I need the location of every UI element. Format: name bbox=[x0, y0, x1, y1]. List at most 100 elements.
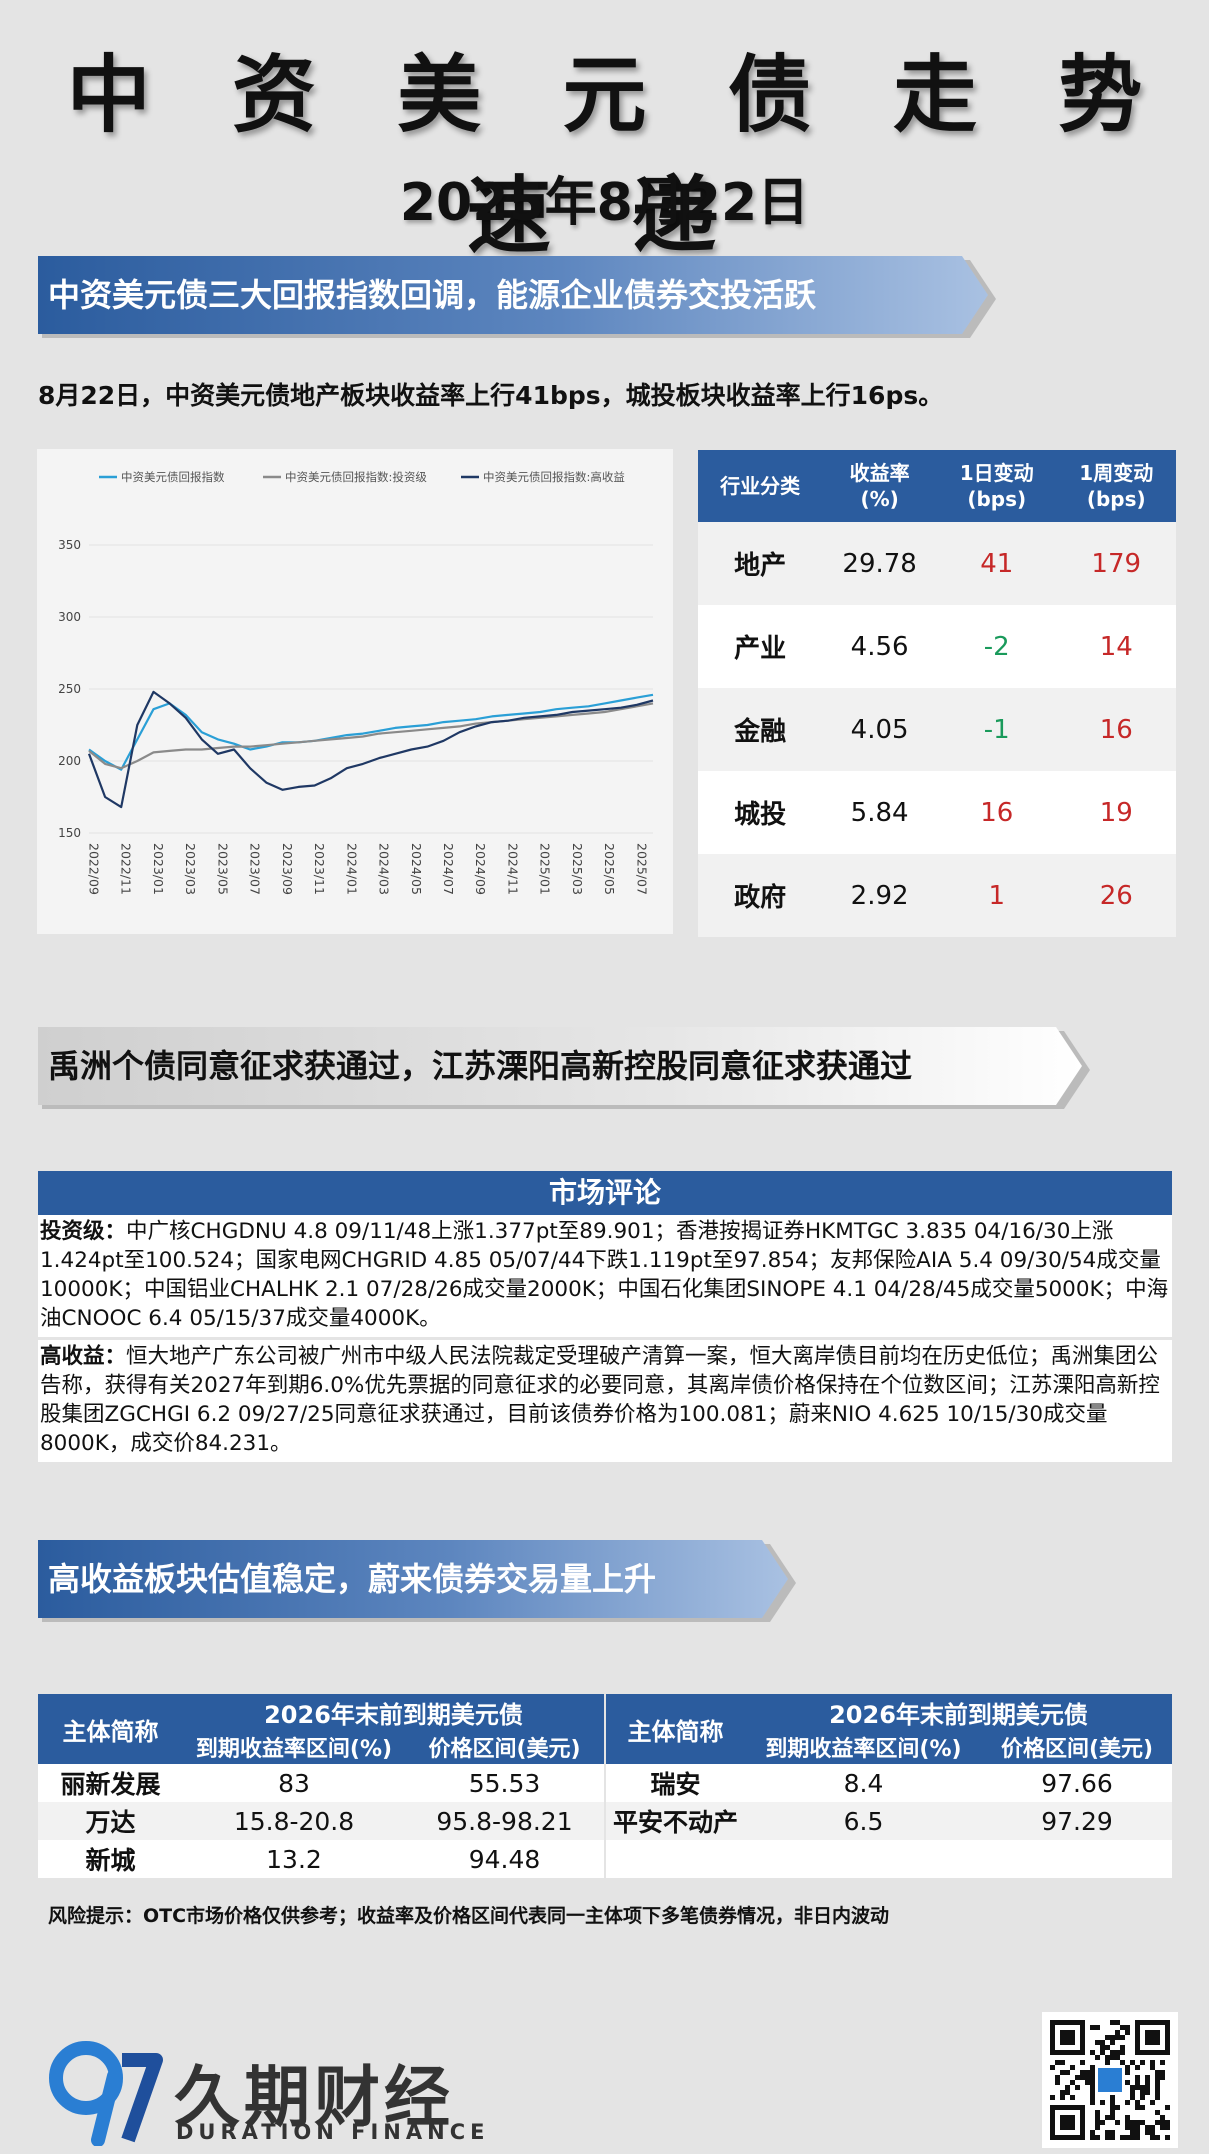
qr-module bbox=[1110, 2020, 1115, 2025]
qr-module bbox=[1135, 2075, 1140, 2080]
qr-module bbox=[1160, 2115, 1165, 2120]
qr-module bbox=[1090, 2095, 1095, 2100]
qr-module bbox=[1090, 2135, 1095, 2140]
qr-module bbox=[1095, 2125, 1100, 2130]
sector-yield: 5.84 bbox=[822, 771, 937, 854]
yield-range: 8.4 bbox=[745, 1764, 982, 1802]
qr-module bbox=[1135, 2085, 1140, 2090]
qr-module bbox=[1110, 2115, 1115, 2120]
y-tick-label: 300 bbox=[58, 610, 81, 624]
sector-1w-change: 26 bbox=[1056, 854, 1176, 937]
header-yield: 收益率 (%) bbox=[822, 450, 937, 522]
sector-name: 城投 bbox=[698, 771, 823, 854]
sector-row: 政府 2.92 1 26 bbox=[698, 854, 1176, 937]
qr-module bbox=[1080, 2070, 1085, 2075]
qr-module bbox=[1095, 2055, 1100, 2060]
qr-module bbox=[1160, 2070, 1165, 2075]
sector-row: 产业 4.56 -2 14 bbox=[698, 605, 1176, 688]
qr-module bbox=[1110, 2050, 1115, 2055]
qr-module bbox=[1150, 2065, 1155, 2070]
qr-module bbox=[1070, 2065, 1075, 2070]
qr-module bbox=[1100, 2120, 1105, 2125]
qr-module bbox=[1110, 2110, 1115, 2115]
bond-row: 丽新发展 83 55.53 瑞安 8.4 97.66 bbox=[38, 1764, 1172, 1802]
qr-module bbox=[1145, 2125, 1150, 2130]
qr-module bbox=[1145, 2030, 1160, 2045]
qr-module bbox=[1125, 2065, 1130, 2070]
y-tick-label: 200 bbox=[58, 754, 81, 768]
qr-module bbox=[1105, 2035, 1110, 2040]
qr-module bbox=[1155, 2135, 1160, 2140]
qr-module bbox=[1060, 2090, 1065, 2095]
qr-module bbox=[1055, 2080, 1060, 2085]
sector-1w-change: 19 bbox=[1056, 771, 1176, 854]
bond-maturity-table: 主体简称 2026年末前到期美元债 主体简称 2026年末前到期美元债 到期收益… bbox=[38, 1694, 1172, 1878]
y-tick-label: 250 bbox=[58, 682, 81, 696]
ig-text: 中广核CHGDNU 4.8 09/11/48上涨1.377pt至89.901；香… bbox=[40, 1219, 1169, 1331]
qr-module bbox=[1115, 2035, 1120, 2040]
qr-module bbox=[1095, 2135, 1100, 2140]
chart-svg: 中资美元债回报指数 中资美元债回报指数:投资级 中资美元债回报指数:高收益 150 20… bbox=[58, 470, 654, 895]
qr-module bbox=[1155, 2090, 1160, 2095]
qr-module bbox=[1140, 2120, 1145, 2125]
legend-label: 中资美元债回报指数 bbox=[121, 470, 225, 484]
entity-header-left: 主体简称 bbox=[38, 1694, 183, 1764]
legend-label: 中资美元债回报指数:投资级 bbox=[285, 470, 427, 484]
sector-yield: 2.92 bbox=[822, 854, 937, 937]
x-tick-label: 2023/07 bbox=[248, 843, 263, 895]
qr-module bbox=[1065, 2070, 1070, 2075]
sector-row: 地产 29.78 41 179 bbox=[698, 522, 1176, 605]
qr-module bbox=[1115, 2055, 1120, 2060]
qr-module bbox=[1110, 2095, 1115, 2100]
sector-1w-change: 16 bbox=[1056, 688, 1176, 771]
qr-module bbox=[1140, 2105, 1145, 2110]
qr-module bbox=[1110, 2135, 1115, 2140]
ig-tag: 投资级： bbox=[40, 1219, 127, 1244]
yield-range: 83 bbox=[183, 1764, 405, 1802]
x-tick-label: 2024/09 bbox=[473, 843, 488, 895]
bond-row: 新城 13.2 94.48 bbox=[38, 1840, 1172, 1878]
qr-module bbox=[1100, 2045, 1105, 2050]
qr-module bbox=[1140, 2085, 1145, 2090]
price-range: 95.8-98.21 bbox=[405, 1802, 605, 1840]
yield-range: 13.2 bbox=[183, 1840, 405, 1878]
qr-module bbox=[1095, 2110, 1100, 2115]
qr-module bbox=[1130, 2130, 1135, 2135]
qr-module bbox=[1100, 2050, 1105, 2055]
header-1w: 1周变动 (bps) bbox=[1056, 450, 1176, 522]
qr-module bbox=[1145, 2085, 1150, 2090]
qr-module bbox=[1085, 2075, 1090, 2080]
hy-text: 恒大地产广东公司被广州市中级人民法院裁定受理破产清算一案，恒大离岸债目前均在历史… bbox=[40, 1344, 1160, 1456]
qr-module bbox=[1150, 2130, 1155, 2135]
sector-table-header: 行业分类 收益率 (%) 1日变动 (bps) 1周变动 (bps) bbox=[698, 450, 1176, 522]
qr-module bbox=[1160, 2060, 1165, 2065]
issuer-name: 瑞安 bbox=[604, 1764, 745, 1802]
price-header-left: 价格区间(美元) bbox=[405, 1730, 605, 1764]
report-date: 2025年8月22日 bbox=[399, 173, 810, 233]
sector-name: 政府 bbox=[698, 854, 823, 937]
qr-module bbox=[1145, 2130, 1150, 2135]
qr-module bbox=[1120, 2135, 1125, 2140]
x-tick-label: 2024/07 bbox=[441, 843, 456, 895]
qr-module bbox=[1125, 2115, 1130, 2120]
qr-module bbox=[1100, 2040, 1105, 2045]
qr-module bbox=[1165, 2135, 1170, 2140]
qr-module bbox=[1090, 2025, 1095, 2030]
qr-module bbox=[1110, 2105, 1115, 2110]
qr-module bbox=[1105, 2115, 1110, 2120]
main-title: 中 资 美 元 债 走 势 速 递 bbox=[66, 46, 1169, 265]
price-range: 97.29 bbox=[982, 1802, 1172, 1840]
qr-module bbox=[1105, 2060, 1110, 2065]
qr-module bbox=[1105, 2130, 1110, 2135]
qr-module bbox=[1125, 2100, 1130, 2105]
sector-1d-change: 41 bbox=[936, 522, 1057, 605]
sector-yield-table: 行业分类 收益率 (%) 1日变动 (bps) 1周变动 (bps) 地产 29.… bbox=[698, 450, 1176, 937]
price-range: 94.48 bbox=[405, 1840, 605, 1878]
qr-module bbox=[1105, 2055, 1110, 2060]
entity-header-right: 主体简称 bbox=[604, 1694, 745, 1764]
brand-name-en: DURATION FINANCE bbox=[176, 2120, 490, 2144]
qr-code bbox=[1042, 2012, 1178, 2148]
brand-name-cn: 久期财经 bbox=[174, 2059, 454, 2136]
sector-name: 金融 bbox=[698, 688, 823, 771]
qr-module bbox=[1095, 2025, 1100, 2030]
